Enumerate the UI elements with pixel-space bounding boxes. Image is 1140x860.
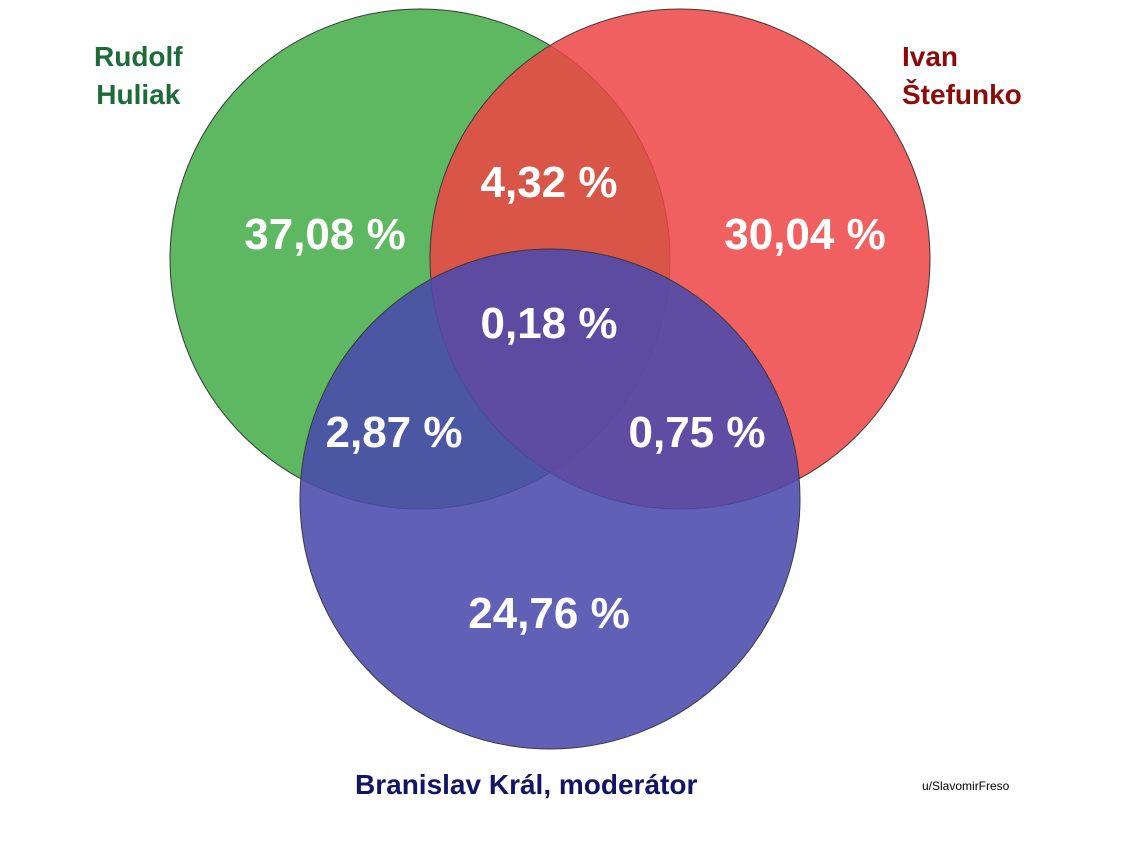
set-label-ivan-stefunko: Ivan Štefunko bbox=[902, 38, 1022, 114]
value-only-rudolf: 37,08 % bbox=[244, 210, 405, 259]
value-rudolf-ivan: 4,32 % bbox=[481, 158, 618, 207]
set-label-rudolf-huliak: Rudolf Huliak bbox=[94, 38, 183, 114]
set-label-line: Huliak bbox=[96, 79, 181, 110]
value-rudolf-branislav: 2,87 % bbox=[326, 408, 463, 457]
set-label-line: Rudolf bbox=[94, 41, 183, 72]
author-credit: u/SlavomirFreso bbox=[922, 779, 1010, 793]
set-label-line: Štefunko bbox=[902, 79, 1022, 110]
set-label-branislav-kral: Branislav Král, moderátor bbox=[355, 766, 697, 804]
value-ivan-branislav: 0,75 % bbox=[629, 408, 766, 457]
value-only-ivan: 30,04 % bbox=[724, 210, 885, 259]
set-label-line: Branislav Král, moderátor bbox=[355, 769, 698, 800]
circle-branislav-kral bbox=[299, 248, 801, 750]
set-label-line: Ivan bbox=[902, 41, 959, 72]
value-only-branislav: 24,76 % bbox=[468, 589, 629, 638]
value-all-three: 0,18 % bbox=[481, 299, 618, 348]
